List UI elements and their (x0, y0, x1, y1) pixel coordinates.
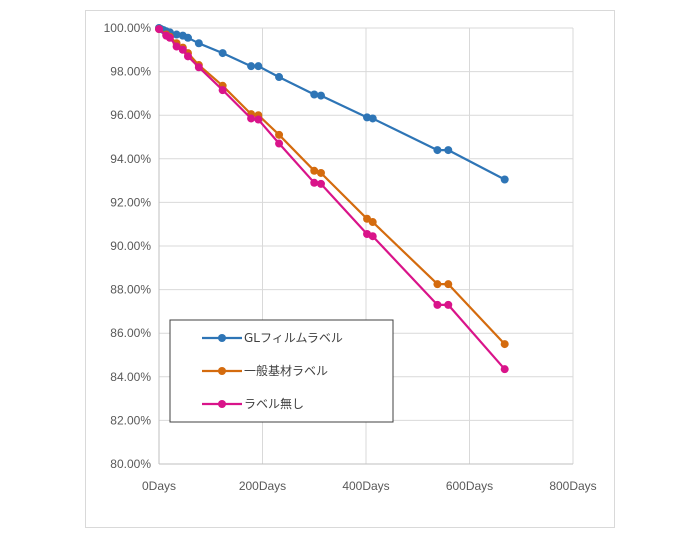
data-point (317, 92, 325, 100)
series-line (159, 28, 505, 180)
data-point (317, 169, 325, 177)
data-point (369, 114, 377, 122)
data-point (317, 180, 325, 188)
y-tick-label: 82.00% (110, 413, 151, 427)
data-point (444, 280, 452, 288)
y-tick-label: 100.00% (104, 21, 152, 35)
y-tick-label: 96.00% (110, 108, 151, 122)
data-point (155, 25, 163, 33)
y-tick-label: 90.00% (110, 239, 151, 253)
data-point (433, 301, 441, 309)
legend-swatch-marker (218, 367, 226, 375)
legend-swatch-marker (218, 334, 226, 342)
series-0 (155, 24, 509, 184)
data-point (184, 52, 192, 60)
x-tick-label: 0Days (142, 479, 176, 493)
data-point (310, 179, 318, 187)
data-point (501, 340, 509, 348)
x-tick-label: 800Days (549, 479, 596, 493)
x-tick-label: 400Days (342, 479, 389, 493)
data-point (195, 63, 203, 71)
data-point (369, 218, 377, 226)
series-line (159, 29, 505, 344)
data-point (275, 73, 283, 81)
data-point (195, 39, 203, 47)
y-tick-label: 80.00% (110, 457, 151, 471)
y-tick-label: 84.00% (110, 370, 151, 384)
data-point (247, 114, 255, 122)
y-tick-label: 98.00% (110, 65, 151, 79)
series-line (159, 29, 505, 369)
data-point (433, 280, 441, 288)
data-point (444, 146, 452, 154)
series-1 (155, 25, 509, 348)
y-tick-label: 86.00% (110, 326, 151, 340)
line-chart: 80.00% 82.00% 84.00% 86.00% 88.00% 90.00% 92.0… (0, 0, 700, 537)
legend-label: GLフィルムラベル (244, 331, 343, 345)
data-point (275, 140, 283, 148)
data-point (433, 146, 441, 154)
x-tick-label: 200Days (239, 479, 286, 493)
data-point (179, 46, 187, 54)
legend-swatch-marker (218, 400, 226, 408)
data-point (310, 90, 318, 98)
data-point (219, 49, 227, 57)
data-point (501, 176, 509, 184)
y-tick-label: 94.00% (110, 152, 151, 166)
data-point (247, 62, 255, 70)
data-point (501, 365, 509, 373)
legend-label: 一般基材ラベル (244, 363, 328, 378)
data-point (184, 34, 192, 42)
data-point (369, 232, 377, 240)
data-point (166, 34, 174, 42)
data-point (219, 86, 227, 94)
data-point (254, 116, 262, 124)
x-tick-label: 600Days (446, 479, 493, 493)
data-point (275, 131, 283, 139)
legend-label: ラベル無し (244, 396, 304, 411)
data-point (254, 62, 262, 70)
data-point (444, 301, 452, 309)
y-tick-label: 88.00% (110, 283, 151, 297)
y-tick-label: 92.00% (110, 195, 151, 209)
